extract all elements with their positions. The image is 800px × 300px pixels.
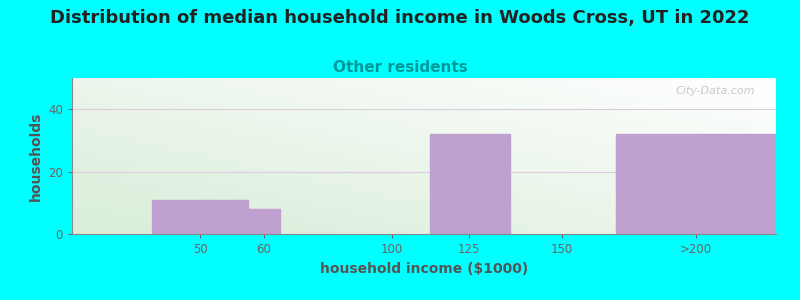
Bar xyxy=(616,134,776,234)
Text: City-Data.com: City-Data.com xyxy=(675,86,755,96)
Bar xyxy=(430,134,510,234)
X-axis label: household income ($1000): household income ($1000) xyxy=(320,262,528,276)
Bar xyxy=(152,200,248,234)
Y-axis label: households: households xyxy=(29,111,42,201)
Text: Other residents: Other residents xyxy=(333,60,467,75)
Text: Distribution of median household income in Woods Cross, UT in 2022: Distribution of median household income … xyxy=(50,9,750,27)
Bar xyxy=(248,209,280,234)
